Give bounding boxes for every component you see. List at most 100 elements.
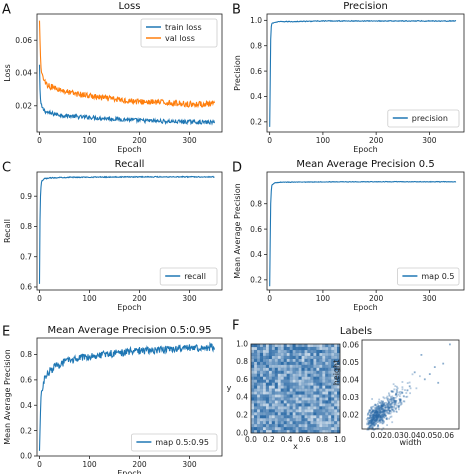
histogram-cell [328, 391, 332, 395]
density-point [386, 412, 389, 415]
histogram-cell [265, 415, 269, 419]
panel-d: D Mean Average Precision 0.50 100 200 3000.2… [232, 159, 465, 312]
histogram-cell [334, 373, 338, 377]
histogram-cell [292, 418, 296, 422]
histogram-cell [319, 415, 323, 419]
density-point [389, 404, 391, 407]
density-point [372, 418, 375, 421]
histogram-cell [289, 394, 293, 398]
histogram-cell [331, 403, 335, 407]
histogram-cell [331, 391, 335, 395]
histogram-cell [322, 382, 326, 386]
histogram-cell [307, 379, 311, 383]
density-point [391, 405, 394, 408]
histogram-cell [292, 344, 296, 348]
histogram-cell [289, 379, 293, 383]
density-point [383, 410, 385, 412]
density-point [403, 395, 405, 398]
histogram-cell [325, 424, 329, 428]
histogram-cell [337, 367, 341, 371]
histogram-cell [259, 367, 264, 371]
histogram-cell [292, 373, 296, 377]
x-tick-label: 0 [267, 136, 272, 145]
histogram-cell [289, 370, 293, 374]
histogram-cell [310, 397, 314, 401]
histogram-cell [295, 403, 299, 407]
histogram-cell [280, 397, 284, 401]
histogram-cell [313, 367, 317, 371]
density-point [372, 417, 374, 420]
histogram-cell [262, 409, 266, 413]
histogram-cell [280, 344, 284, 348]
density-point [379, 406, 382, 409]
density-point [379, 411, 381, 414]
density-point [399, 393, 402, 395]
histogram-cell [295, 382, 299, 386]
histogram-cell [286, 367, 290, 371]
histogram-cell [319, 376, 323, 380]
y-axis-label: Precision [233, 55, 242, 91]
histogram-cell [271, 409, 275, 413]
histogram-cell [274, 427, 278, 431]
density-point [393, 399, 396, 402]
density-point [393, 399, 395, 402]
density-point [380, 409, 382, 412]
histogram-cell [304, 361, 308, 365]
density-point [377, 414, 379, 417]
density-point [382, 405, 384, 407]
density-point [385, 406, 388, 408]
histogram-cell [283, 376, 287, 380]
density-point [370, 406, 373, 409]
histogram-cell [325, 409, 329, 413]
density-point [392, 383, 395, 386]
density-point [373, 404, 376, 407]
histogram-cell [334, 382, 338, 386]
histogram-cell [313, 364, 317, 368]
histogram-cell [283, 346, 287, 351]
density-point [380, 406, 383, 408]
density-point [382, 414, 385, 417]
histogram-cell [253, 418, 258, 422]
density-point [375, 419, 378, 421]
density-point [391, 395, 394, 398]
histogram-cell [286, 385, 290, 389]
histogram-cell [337, 355, 341, 359]
density-point [378, 407, 381, 410]
histogram-cell [277, 370, 281, 374]
density-point [374, 419, 376, 422]
histogram-cell [301, 424, 305, 428]
density-point [390, 407, 393, 410]
histogram-cell [325, 344, 329, 348]
density-point [388, 406, 390, 409]
x-tick-label: 0.0 [245, 435, 257, 444]
density-point [376, 414, 378, 417]
histogram-cell [325, 352, 329, 357]
histogram-cell [271, 361, 275, 365]
density-point [380, 416, 382, 418]
density-point [372, 408, 375, 411]
histogram-cell [301, 382, 305, 386]
density-point [389, 416, 392, 419]
density-point [377, 411, 380, 413]
histogram-cell [268, 385, 272, 389]
histogram-cell [271, 415, 275, 419]
density-point [382, 411, 385, 414]
histogram-cell [274, 379, 278, 383]
density-point [382, 410, 385, 413]
density-point [384, 407, 387, 409]
histogram-cell [262, 424, 266, 428]
density-point [403, 400, 406, 403]
density-point [399, 401, 402, 404]
density-point [372, 415, 374, 418]
density-point [380, 404, 383, 407]
histogram-cell [271, 346, 275, 351]
density-point [385, 418, 388, 420]
histogram-cell [280, 388, 284, 392]
density-point [388, 401, 390, 403]
density-point [390, 398, 392, 401]
histogram-cell [325, 388, 329, 392]
density-point [368, 421, 370, 424]
density-point [366, 420, 369, 423]
histogram-cell [283, 364, 287, 368]
density-point [376, 405, 379, 408]
